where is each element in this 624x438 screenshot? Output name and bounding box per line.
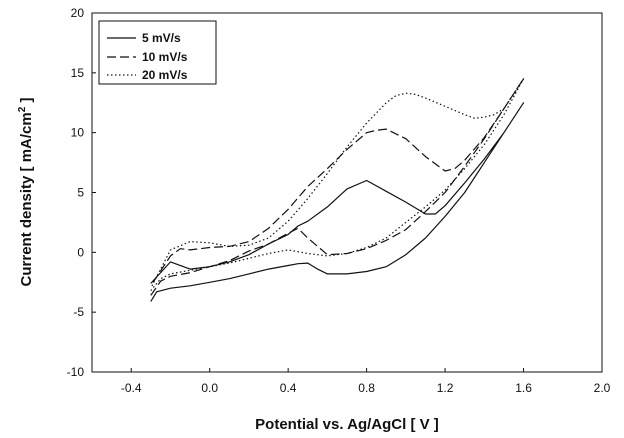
y-tick-label: -5 bbox=[73, 305, 84, 319]
x-tick-label: 2.0 bbox=[594, 381, 611, 395]
x-axis-ticks: -0.4 0.0 0.4 0.8 1.2 1.6 2.0 bbox=[121, 368, 611, 395]
x-axis-title: Potential vs. Ag/AgCl [ V ] bbox=[255, 416, 439, 433]
series-line-3 bbox=[150, 78, 525, 291]
x-tick-label: 1.2 bbox=[437, 381, 454, 395]
series-lines bbox=[150, 78, 525, 302]
series-line-1 bbox=[150, 102, 525, 302]
y-axis-title-superscript: 2 bbox=[17, 106, 28, 112]
legend-label-5mvs: 5 mV/s bbox=[142, 31, 181, 45]
y-tick-label: 15 bbox=[71, 66, 85, 80]
legend-box bbox=[98, 20, 217, 85]
y-tick-label: 10 bbox=[71, 126, 85, 140]
y-tick-label: 0 bbox=[77, 245, 84, 259]
y-tick-label: 5 bbox=[77, 186, 84, 200]
legend: 5 mV/s 10 mV/s 20 mV/s bbox=[98, 20, 217, 85]
x-tick-label: 0.8 bbox=[358, 381, 375, 395]
x-tick-label: 1.6 bbox=[515, 381, 532, 395]
x-tick-label: -0.4 bbox=[121, 381, 142, 395]
series-line-2 bbox=[150, 78, 525, 296]
x-tick-label: 0.0 bbox=[201, 381, 218, 395]
legend-label-20mvs: 20 mV/s bbox=[142, 68, 188, 82]
y-axis-ticks: -10 -5 0 5 10 15 20 bbox=[67, 6, 96, 379]
y-axis-title: Current density [ mA/cm2 ] bbox=[17, 98, 35, 287]
y-axis-title-main: Current density [ mA/cm bbox=[18, 112, 35, 286]
x-tick-label: 0.4 bbox=[280, 381, 297, 395]
legend-label-10mvs: 10 mV/s bbox=[142, 50, 188, 64]
y-tick-label: 20 bbox=[71, 6, 85, 20]
y-tick-label: -10 bbox=[67, 365, 85, 379]
y-axis-title-end: ] bbox=[18, 98, 35, 107]
